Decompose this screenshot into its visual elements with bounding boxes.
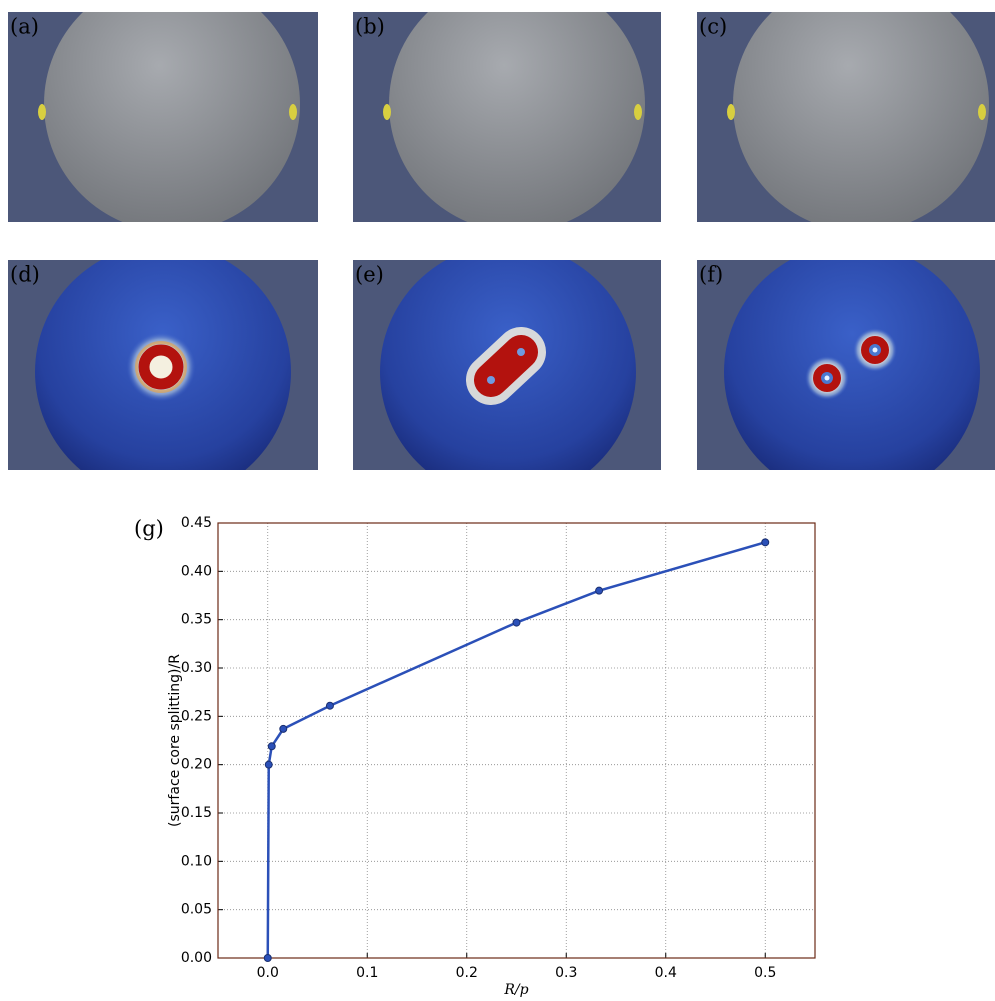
marker bbox=[280, 725, 287, 732]
panel-label: (b) bbox=[355, 15, 385, 39]
figure: (a) (b) (c) (d) (e) (f) (g) 0.00 0.05 0.10 0.15 0.2… bbox=[0, 0, 995, 1001]
y-tick-label: 0.40 bbox=[181, 563, 212, 579]
image-panel: (a) bbox=[8, 0, 318, 232]
plot-area bbox=[218, 523, 815, 958]
image-panel: (e) bbox=[353, 244, 663, 500]
vortex bbox=[727, 104, 735, 120]
x-tick-label: 0.4 bbox=[655, 965, 677, 981]
marker bbox=[513, 619, 520, 626]
marker bbox=[596, 587, 603, 594]
y-tick-label: 0.15 bbox=[181, 805, 212, 821]
x-tick-label: 0.0 bbox=[257, 965, 279, 981]
marker bbox=[268, 743, 275, 750]
sphere bbox=[724, 244, 980, 500]
core-center bbox=[517, 348, 525, 356]
y-tick-label: 0.45 bbox=[181, 515, 212, 531]
vortex bbox=[289, 104, 297, 120]
marker bbox=[264, 955, 271, 962]
y-tick-label: 0.10 bbox=[181, 853, 212, 869]
x-tick-label: 0.5 bbox=[754, 965, 776, 981]
y-tick-label: 0.25 bbox=[181, 708, 212, 724]
y-axis-label: (surface core splitting)/R bbox=[167, 654, 183, 827]
vortex bbox=[383, 104, 391, 120]
core-bridge bbox=[491, 352, 521, 380]
panel-label: (d) bbox=[10, 263, 40, 287]
core-center bbox=[873, 348, 878, 353]
image-panel: (d) bbox=[8, 244, 318, 500]
y-tick-label: 0.20 bbox=[181, 757, 212, 773]
vortex bbox=[634, 104, 642, 120]
x-tick-label: 0.3 bbox=[555, 965, 577, 981]
y-tick-label: 0.30 bbox=[181, 660, 212, 676]
vortex bbox=[38, 104, 46, 120]
y-tick-label: 0.05 bbox=[181, 902, 212, 918]
image-panel: (c) bbox=[697, 0, 995, 232]
marker bbox=[326, 702, 333, 709]
core-center bbox=[825, 376, 830, 381]
marker bbox=[762, 539, 769, 546]
x-axis-label: R/p bbox=[503, 982, 528, 998]
image-panel: (f) bbox=[697, 244, 995, 500]
panel-label: (c) bbox=[699, 15, 727, 39]
core-center bbox=[487, 376, 495, 384]
panel-label: (e) bbox=[355, 263, 384, 287]
x-tick-label: 0.2 bbox=[456, 965, 478, 981]
panel-label: (f) bbox=[699, 263, 723, 287]
page: (a) (b) (c) (d) (e) (f) (g) 0.00 0.05 0.10 0.15 0.2… bbox=[0, 0, 995, 1001]
vortex bbox=[978, 104, 986, 120]
marker bbox=[265, 761, 272, 768]
panel-label: (a) bbox=[10, 15, 39, 39]
image-panel: (b) bbox=[353, 0, 663, 232]
y-tick-label: 0.35 bbox=[181, 612, 212, 628]
panel-label: (g) bbox=[134, 517, 164, 541]
x-tick-label: 0.1 bbox=[356, 965, 378, 981]
y-tick-label: 0.00 bbox=[181, 950, 212, 966]
